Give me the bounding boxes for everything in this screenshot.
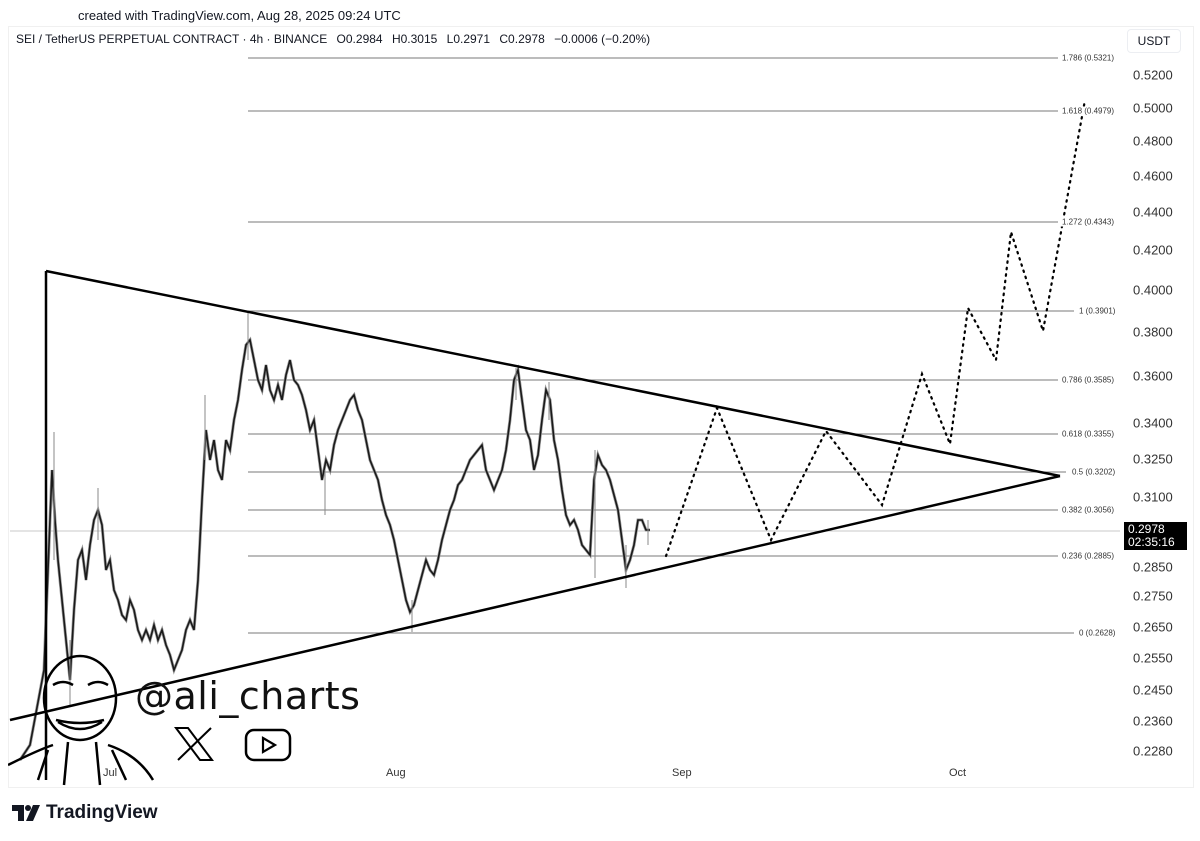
price-tick: 0.2750 (1133, 588, 1173, 604)
upper-resistance-trendline (45, 269, 1061, 478)
price-tick: 0.4400 (1133, 204, 1173, 220)
price-tick: 0.3250 (1133, 451, 1173, 467)
price-candles[interactable] (18, 312, 650, 761)
price-tick: 0.2550 (1133, 650, 1173, 666)
fib-label: 1.272 (0.4343) (1060, 217, 1117, 227)
tradingview-logo-icon (12, 805, 40, 821)
author-handle: @ali_charts (135, 674, 361, 718)
fib-label: 0.236 (0.2885) (1060, 551, 1117, 561)
price-tick: 0.3600 (1133, 368, 1173, 384)
symbol-legend[interactable]: SEI / TetherUS PERPETUAL CONTRACT · 4h ·… (16, 32, 656, 46)
price-tick: 0.2360 (1133, 713, 1173, 729)
fib-extension-lines[interactable] (248, 57, 1074, 634)
fib-label: 0.618 (0.3355) (1060, 429, 1117, 439)
fib-label: 0.5 (0.3202) (1070, 467, 1118, 477)
tradingview-brand[interactable]: TradingView (12, 802, 158, 824)
created-with-caption: created with TradingView.com, Aug 28, 20… (78, 8, 401, 23)
projection-path[interactable] (664, 98, 1087, 558)
time-label-oct: Oct (949, 767, 967, 779)
time-label-jul: Jul (103, 767, 118, 779)
chart-frame[interactable] (8, 26, 1194, 788)
ohlc-close: C0.2978 (499, 32, 545, 46)
price-tick: 0.5200 (1133, 67, 1173, 83)
youtube-play-icon[interactable] (244, 728, 292, 762)
fib-label: 1.618 (0.4979) (1060, 106, 1117, 116)
fib-label: 1 (0.3901) (1077, 306, 1118, 316)
ohlc-change: −0.0006 (−0.20%) (554, 32, 651, 46)
ohlc-open: O0.2984 (336, 32, 383, 46)
price-tick: 0.2650 (1133, 619, 1173, 635)
avatar-sketch-icon (8, 654, 155, 786)
price-tick: 0.3400 (1133, 415, 1173, 431)
price-tick: 0.2450 (1133, 682, 1173, 698)
triangle-trendlines[interactable] (9, 269, 1061, 780)
tradingview-wordmark: TradingView (46, 802, 158, 823)
price-tick: 0.4200 (1133, 242, 1173, 258)
symbol-title: SEI / TetherUS PERPETUAL CONTRACT · 4h ·… (16, 32, 328, 46)
current-price-tag: 0.2978 02:35:16 (1124, 522, 1187, 550)
x-logo-icon[interactable] (174, 726, 214, 762)
lower-support-trendline (9, 474, 1061, 722)
ohlc-high: H0.3015 (391, 32, 438, 46)
current-price-value: 0.2978 (1128, 522, 1165, 536)
bar-countdown: 02:35:16 (1128, 535, 1175, 549)
price-tick: 0.4800 (1133, 133, 1173, 149)
currency-unit-button[interactable]: USDT (1127, 29, 1181, 53)
fib-label: 1.786 (0.5321) (1060, 53, 1117, 63)
fib-label: 0.786 (0.3585) (1060, 375, 1117, 385)
time-label-aug: Aug (386, 767, 406, 779)
price-tick: 0.2850 (1133, 559, 1173, 575)
price-tick: 0.3800 (1133, 324, 1173, 340)
fib-label: 0 (0.2628) (1077, 628, 1118, 638)
price-tick: 0.3100 (1133, 489, 1173, 505)
fib-label: 0.382 (0.3056) (1060, 505, 1117, 515)
time-label-sep: Sep (672, 767, 692, 779)
price-tick: 0.5000 (1133, 100, 1173, 116)
price-tick: 0.4600 (1133, 168, 1173, 184)
price-tick: 0.4000 (1133, 282, 1173, 298)
price-tick: 0.2280 (1133, 743, 1173, 759)
ohlc-low: L0.2971 (446, 32, 491, 46)
